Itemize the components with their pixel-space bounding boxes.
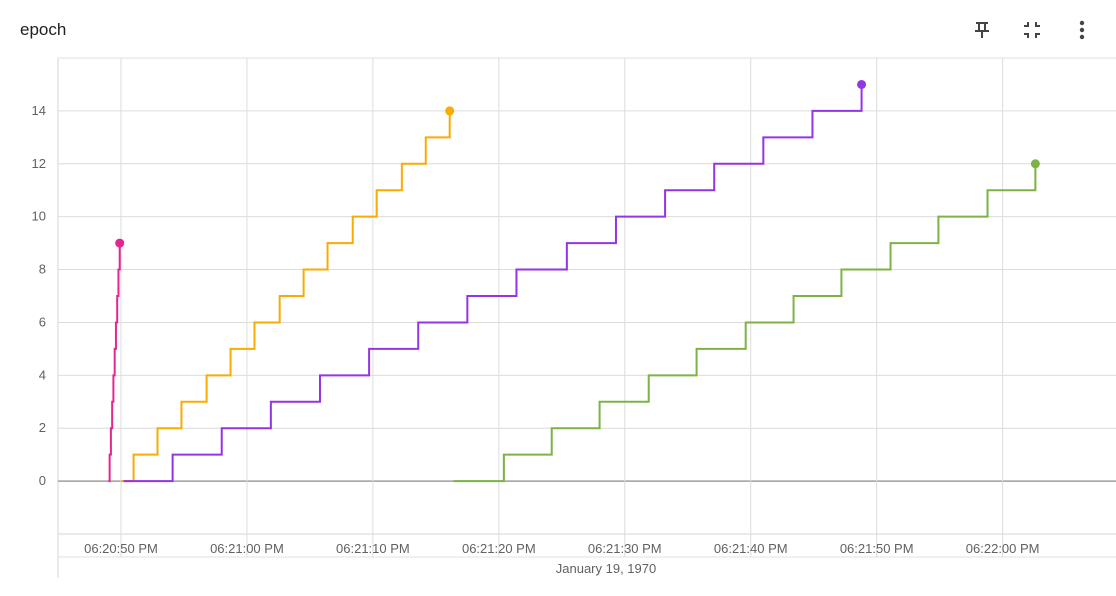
more-vert-icon	[1079, 20, 1085, 40]
series-line-1	[108, 243, 121, 483]
x-tick-label: 06:22:00 PM	[966, 541, 1040, 556]
y-tick-label: 10	[32, 209, 46, 224]
x-axis-date-label: January 19, 1970	[556, 561, 656, 576]
y-tick-label: 14	[32, 103, 46, 118]
series-endpoint-1	[115, 238, 125, 248]
series-endpoint-2	[445, 106, 455, 116]
series-endpoint-3	[857, 79, 867, 89]
x-tick-label: 06:21:40 PM	[714, 541, 788, 556]
collapse-icon	[1024, 22, 1040, 38]
x-tick-label: 06:21:10 PM	[336, 541, 410, 556]
series-line-4	[453, 163, 1037, 483]
x-tick-label: 06:21:30 PM	[588, 541, 662, 556]
series-line-3	[123, 84, 863, 483]
series-line-2	[120, 110, 451, 483]
y-tick-label: 12	[32, 156, 46, 171]
y-tick-label: 2	[39, 420, 46, 435]
x-tick-label: 06:21:50 PM	[840, 541, 914, 556]
x-tick-label: 06:21:00 PM	[210, 541, 284, 556]
y-tick-label: 6	[39, 314, 46, 329]
x-tick-label: 06:21:20 PM	[462, 541, 536, 556]
collapse-button[interactable]	[1012, 14, 1052, 46]
y-tick-label: 8	[39, 262, 46, 277]
pin-button[interactable]	[962, 14, 1002, 46]
pin-icon	[975, 22, 989, 38]
x-tick-label: 06:20:50 PM	[84, 541, 158, 556]
more-options-button[interactable]	[1062, 14, 1102, 46]
series-endpoint-4	[1030, 159, 1040, 169]
chart-title: epoch	[20, 20, 67, 39]
y-tick-label: 4	[39, 367, 46, 382]
card-toolbar	[962, 14, 1102, 46]
y-tick-label: 0	[39, 473, 46, 488]
